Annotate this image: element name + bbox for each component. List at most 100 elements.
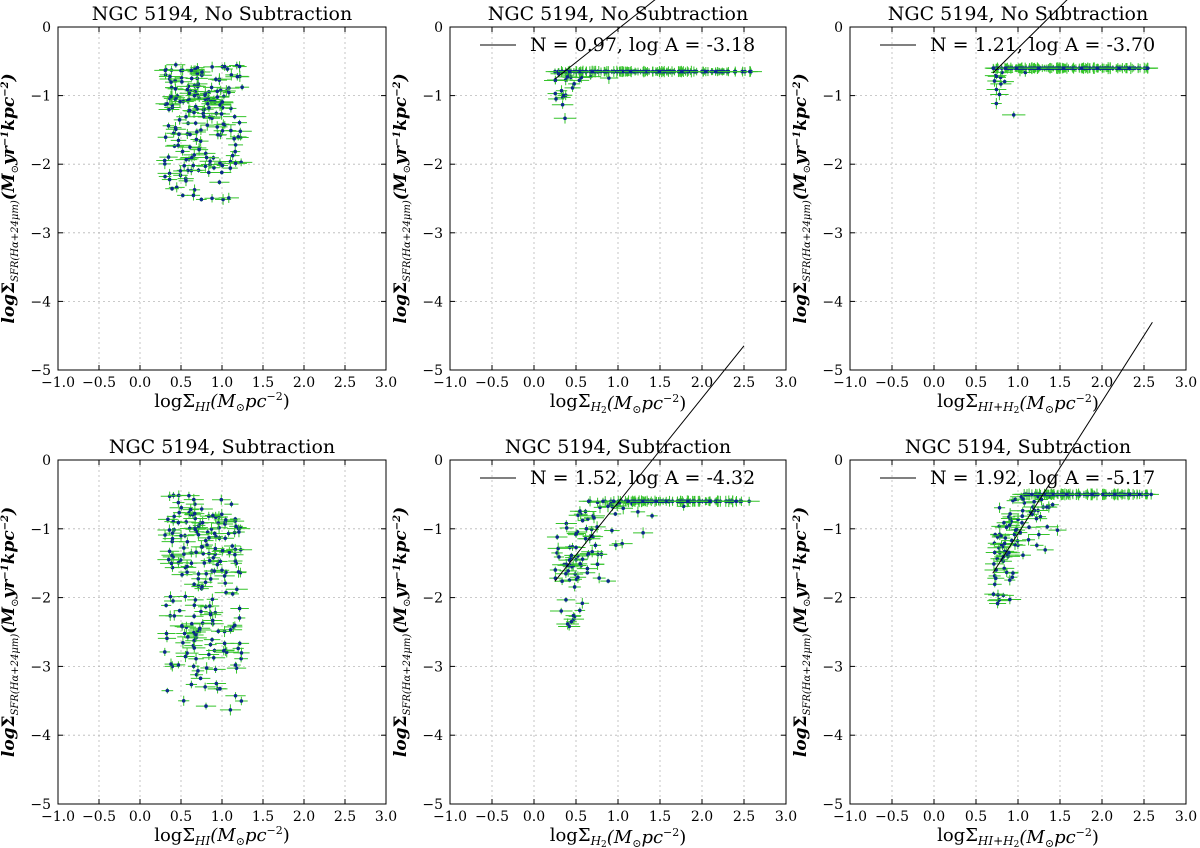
point-marker: [576, 513, 580, 518]
data-point: [184, 581, 205, 587]
data-points: [984, 488, 1159, 609]
point-marker: [223, 581, 228, 585]
data-point: [180, 153, 204, 162]
point-marker: [194, 137, 199, 142]
point-marker: [230, 544, 235, 548]
y-tick-label: −1: [422, 522, 443, 538]
data-point: [200, 557, 219, 565]
point-marker: [170, 536, 175, 541]
point-marker: [580, 557, 585, 561]
point-marker: [228, 627, 233, 632]
point-marker: [198, 626, 202, 631]
point-marker: [996, 593, 1000, 597]
point-marker: [612, 499, 616, 504]
data-point: [190, 505, 213, 513]
x-tick-label: −0.5: [82, 375, 116, 391]
point-marker: [560, 579, 564, 584]
point-marker: [188, 507, 193, 512]
point-marker: [227, 90, 231, 95]
point-marker: [1038, 514, 1043, 519]
point-marker: [182, 552, 186, 556]
y-tick-label: −1: [30, 89, 51, 105]
point-marker: [636, 510, 640, 514]
point-marker: [214, 681, 219, 686]
point-marker: [167, 528, 172, 532]
point-marker: [563, 116, 567, 121]
data-point: [577, 518, 588, 523]
point-marker: [564, 598, 568, 602]
point-marker: [239, 699, 244, 703]
point-marker: [192, 497, 196, 502]
panel-title: NGC 5194, Subtraction: [905, 436, 1131, 458]
point-marker: [237, 64, 242, 69]
data-point: [218, 62, 232, 71]
data-point: [225, 124, 237, 137]
data-point: [184, 601, 204, 609]
point-marker: [708, 499, 712, 504]
point-marker: [228, 166, 233, 170]
data-point: [579, 570, 596, 575]
x-tick-label: 2.0: [691, 809, 713, 825]
data-point: [199, 156, 221, 166]
data-point: [178, 144, 202, 150]
legend-label: N = 0.97, log A = -3.18: [530, 34, 755, 56]
point-marker: [233, 143, 238, 147]
data-point: [177, 83, 198, 96]
data-point: [216, 535, 235, 542]
data-point: [155, 99, 179, 109]
point-marker: [236, 135, 241, 139]
data-point: [186, 190, 201, 201]
x-tick-label: 3.0: [375, 375, 397, 391]
point-marker: [202, 561, 207, 565]
data-point: [547, 542, 569, 555]
point-marker: [578, 608, 582, 613]
point-marker: [572, 585, 577, 589]
data-point: [600, 578, 616, 584]
point-marker: [577, 78, 582, 83]
x-tick-label: 0.0: [129, 809, 151, 825]
point-marker: [196, 532, 201, 537]
data-point: [1007, 575, 1018, 580]
point-marker: [606, 579, 610, 583]
data-point: [204, 194, 220, 203]
data-point: [556, 618, 579, 630]
y-tick-label: −2: [30, 591, 51, 607]
point-marker: [190, 155, 194, 160]
y-tick-label: −3: [822, 226, 843, 242]
point-marker: [584, 526, 589, 531]
point-marker: [219, 112, 224, 116]
point-marker: [229, 73, 234, 77]
panel-title: NGC 5194, No Subtraction: [888, 3, 1148, 25]
point-marker: [180, 624, 184, 628]
point-marker: [195, 530, 199, 534]
data-point: [583, 65, 601, 78]
data-point: [551, 100, 574, 109]
data-point: [191, 665, 205, 677]
x-tick-label: 2.0: [691, 375, 713, 391]
x-tick-label: −1.0: [433, 375, 467, 391]
data-point: [157, 168, 182, 178]
point-marker: [236, 570, 241, 574]
point-marker: [185, 564, 189, 569]
x-tick-label: 0.5: [965, 375, 987, 391]
data-point: [184, 613, 204, 620]
point-marker: [565, 75, 570, 79]
point-marker: [217, 180, 222, 185]
point-marker: [233, 149, 238, 154]
point-marker: [206, 170, 211, 175]
point-marker: [189, 622, 194, 626]
point-marker: [564, 526, 569, 530]
point-marker: [1043, 548, 1048, 552]
x-tick-label: 2.5: [733, 375, 755, 391]
point-marker: [236, 646, 241, 651]
point-marker: [553, 568, 558, 572]
point-marker: [237, 120, 242, 125]
data-point: [708, 69, 724, 74]
point-marker: [204, 155, 209, 160]
data-point: [560, 65, 579, 78]
point-marker: [192, 614, 196, 618]
point-marker: [237, 641, 242, 646]
point-marker: [595, 562, 600, 566]
point-marker: [641, 531, 645, 535]
data-point: [579, 549, 598, 558]
